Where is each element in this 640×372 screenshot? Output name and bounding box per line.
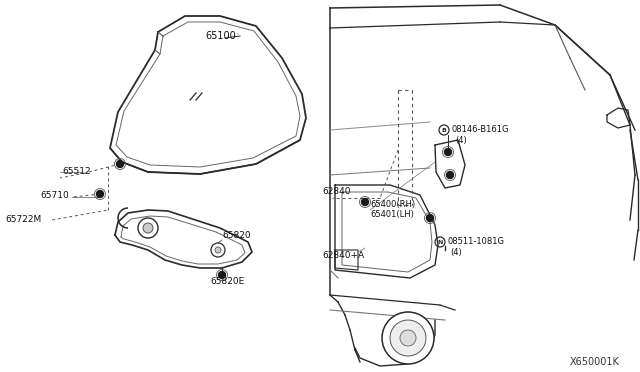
Text: 65100: 65100 [205,31,236,41]
Circle shape [97,190,104,198]
Circle shape [382,312,434,364]
Text: 65820: 65820 [222,231,251,241]
Text: 62840+A: 62840+A [322,250,364,260]
Circle shape [445,148,451,155]
Text: 65512: 65512 [62,167,91,176]
Text: 65400(RH): 65400(RH) [370,201,415,209]
Circle shape [143,223,153,233]
Text: N: N [437,240,443,244]
Circle shape [211,243,225,257]
Text: 65710: 65710 [40,192,68,201]
Circle shape [215,247,221,253]
Circle shape [116,160,124,167]
Circle shape [447,171,454,179]
Text: (4): (4) [455,135,467,144]
Text: 08146-B161G: 08146-B161G [451,125,509,135]
Circle shape [138,218,158,238]
Text: 65722M: 65722M [5,215,41,224]
Circle shape [218,272,225,279]
Text: 65820E: 65820E [210,278,244,286]
Text: (4): (4) [450,247,461,257]
Text: 08511-1081G: 08511-1081G [447,237,504,247]
Circle shape [362,199,369,205]
Text: X650001K: X650001K [570,357,620,367]
Text: 65401(LH): 65401(LH) [370,211,414,219]
Circle shape [390,320,426,356]
Circle shape [400,330,416,346]
Text: B: B [442,128,447,132]
Circle shape [426,215,433,221]
Text: 62840: 62840 [322,187,351,196]
